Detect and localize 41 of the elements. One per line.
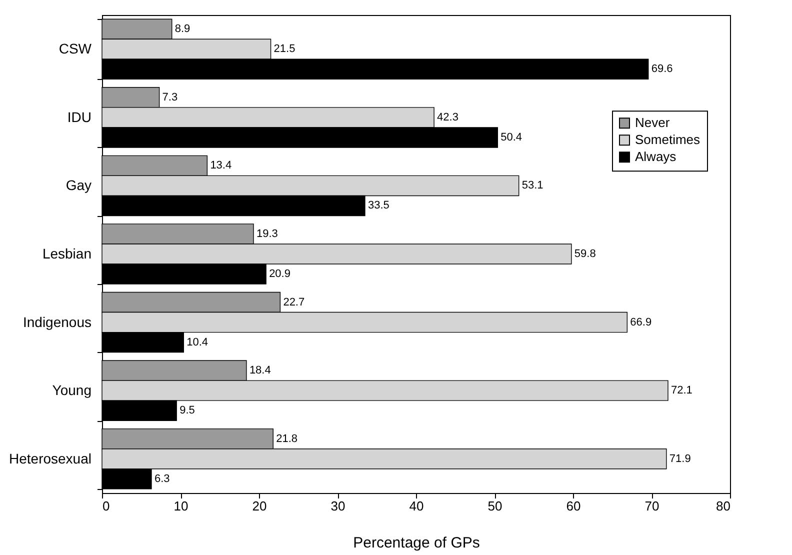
- data-label: 21.8: [276, 432, 298, 445]
- legend-label: Never: [635, 115, 670, 130]
- data-label: 66.9: [630, 316, 652, 328]
- data-label: 6.3: [154, 472, 170, 485]
- data-label: 53.1: [522, 180, 544, 192]
- y-tick-label: IDU: [67, 108, 92, 125]
- x-tick-label: 70: [644, 498, 660, 514]
- x-tick-label: 50: [488, 498, 502, 514]
- data-label: 59.8: [574, 248, 596, 260]
- y-tick-label: Gay: [66, 177, 92, 194]
- x-tick-label: 60: [566, 498, 581, 514]
- data-label: 8.9: [174, 23, 190, 36]
- y-tick-label: Lesbian: [42, 246, 92, 262]
- y-tick-label: CSW: [58, 40, 92, 57]
- x-tick-label: 40: [409, 498, 424, 514]
- y-tick-label: Indigenous: [22, 314, 92, 330]
- data-label: 72.1: [670, 384, 692, 397]
- data-label: 10.4: [186, 336, 208, 348]
- y-tick-label: Heterosexual: [9, 450, 92, 466]
- y-tick-label: Young: [52, 382, 92, 398]
- data-label: 20.9: [269, 268, 290, 280]
- data-label: 42.3: [437, 111, 458, 124]
- legend-label: Always: [635, 149, 677, 164]
- data-label: 50.4: [500, 131, 522, 144]
- data-label: 9.5: [180, 404, 195, 417]
- data-label: 21.5: [274, 43, 296, 56]
- data-label: 22.7: [283, 296, 305, 308]
- x-tick-label: 0: [102, 498, 110, 514]
- data-label: 19.3: [256, 228, 278, 240]
- x-tick-label: 80: [716, 498, 730, 514]
- data-label: 13.4: [210, 160, 232, 172]
- data-label: 33.5: [368, 200, 390, 212]
- data-label: 18.4: [249, 364, 271, 377]
- x-axis-title: Percentage of GPs: [353, 534, 480, 552]
- x-tick-label: 10: [174, 498, 188, 514]
- data-label: 69.6: [651, 63, 673, 76]
- data-label: 7.3: [162, 91, 178, 104]
- x-tick-label: 20: [252, 498, 267, 514]
- data-label: 71.9: [669, 452, 691, 465]
- x-tick-label: 30: [330, 498, 346, 514]
- legend-label: Sometimes: [635, 132, 701, 148]
